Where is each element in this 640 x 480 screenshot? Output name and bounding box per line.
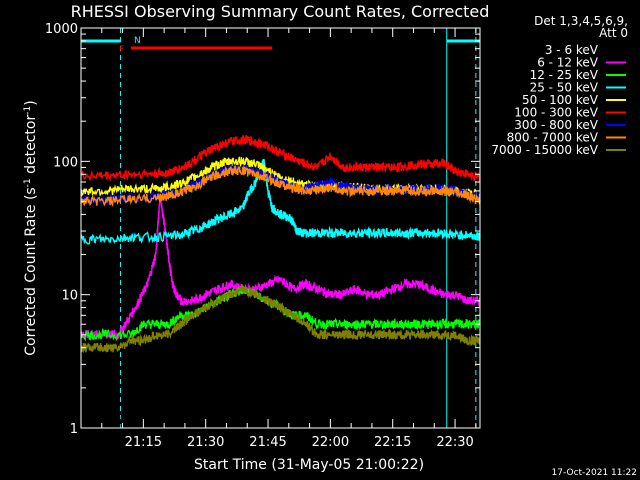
y-axis-label-part-3: ) — [23, 100, 39, 105]
legend-header-line-1: Det 1,3,4,5,6,9, — [534, 14, 628, 28]
y-tick-label: 100 — [53, 155, 78, 170]
chart-title: RHESSI Observing Summary Count Rates, Co… — [71, 2, 490, 21]
axes: 1 10 100 1000 21:15 21:30 21:45 22:00 22:15 22:30 — [45, 22, 481, 450]
y-tick-label: 1000 — [45, 22, 78, 37]
flag-bars: NF — [81, 36, 480, 55]
generation-timestamp: 17-Oct-2021 11:22 — [552, 468, 637, 478]
legend-header-line-2: Att 0 — [599, 26, 628, 40]
x-tick-label: 21:30 — [187, 435, 224, 450]
y-axis-label: Corrected Count Rate (s-1 detector-1) — [23, 100, 39, 355]
series-line-6-12-kev — [80, 192, 481, 341]
y-axis-label-exponent-1: -1 — [23, 178, 33, 187]
attenuator-lines — [80, 28, 477, 428]
flag-label-f: F — [119, 45, 124, 55]
y-axis-label-part-1: Corrected Count Rate (s — [23, 187, 39, 355]
legend-label-12-25-kev: 12 - 25 keV — [530, 68, 599, 82]
flag-label-n: N — [134, 36, 141, 46]
x-tick-label: 21:15 — [125, 435, 162, 450]
legend-label-25-50-kev: 25 - 50 keV — [530, 81, 599, 95]
x-tick-label: 21:45 — [249, 435, 286, 450]
y-tick-label: 1 — [70, 422, 78, 437]
y-axis-label-part-2: detector — [23, 115, 39, 179]
series-lines — [80, 134, 481, 431]
series-line-12-25-kev — [80, 285, 481, 342]
y-axis-label-exponent-2: -1 — [23, 106, 33, 115]
legend-label-6-12-kev: 6 - 12 keV — [537, 56, 599, 70]
legend-label-800-7000-kev: 800 - 7000 keV — [507, 131, 599, 145]
y-tick-label: 10 — [61, 289, 78, 304]
plot-frame — [80, 27, 481, 429]
series-line-100-300-kev — [80, 134, 481, 182]
x-tick-label: 22:30 — [436, 435, 473, 450]
x-tick-label: 22:00 — [312, 435, 349, 450]
legend-label-300-800-kev: 300 - 800 keV — [514, 118, 598, 132]
legend-label-50-100-kev: 50 - 100 keV — [522, 93, 599, 107]
series-line-800-7000-kev — [80, 165, 481, 208]
legend-label-100-300-kev: 100 - 300 keV — [514, 106, 598, 120]
x-tick-label: 22:15 — [374, 435, 411, 450]
legend-label-3-6-kev: 3 - 6 keV — [545, 43, 599, 57]
x-axis-label: Start Time (31-May-05 21:00:22) — [194, 457, 424, 473]
legend-label-7000-15000-kev: 7000 - 15000 keV — [491, 143, 598, 157]
series-line-7000-15000-kev — [80, 284, 481, 354]
series-line-25-50-kev — [80, 158, 481, 245]
